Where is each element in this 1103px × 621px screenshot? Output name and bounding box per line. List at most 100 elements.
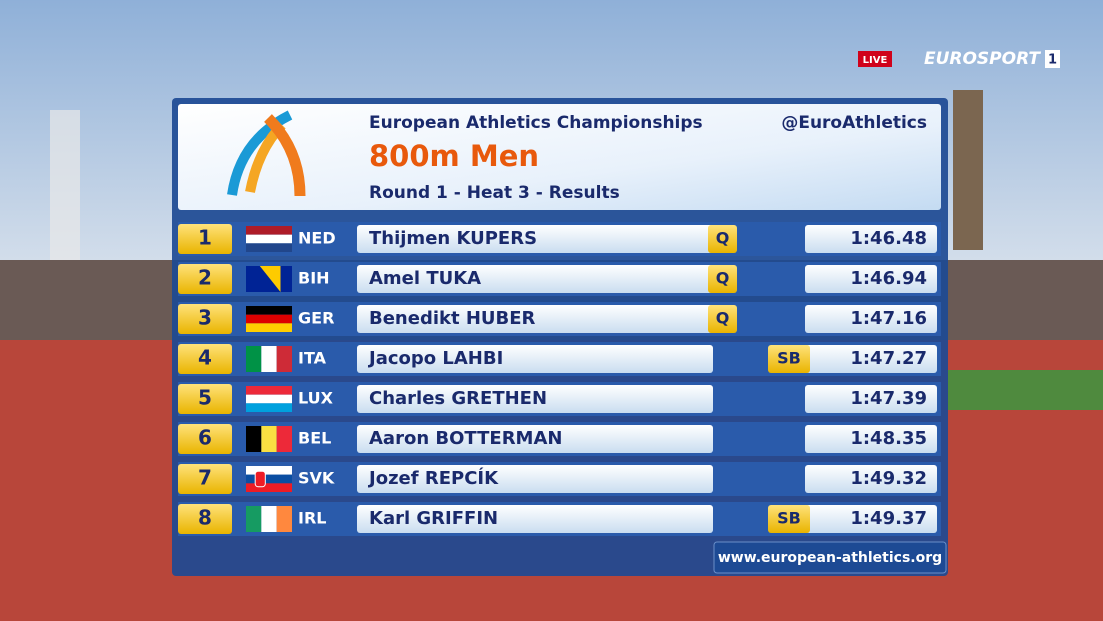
flag bbox=[246, 466, 292, 492]
time-box bbox=[805, 385, 937, 413]
flag-stripe bbox=[276, 426, 292, 452]
time-box bbox=[805, 465, 937, 493]
flag bbox=[246, 506, 292, 532]
athlete-name: Benedikt HUBER bbox=[369, 308, 536, 329]
name-box bbox=[357, 225, 713, 253]
rank: 3 bbox=[198, 306, 212, 330]
flag bbox=[246, 426, 292, 452]
flag-stripe bbox=[261, 506, 277, 532]
time-box bbox=[805, 225, 937, 253]
logo bbox=[227, 110, 306, 197]
flag-stripe bbox=[246, 306, 292, 315]
time-box bbox=[805, 305, 937, 333]
country-code: SVK bbox=[298, 469, 335, 488]
rank: 6 bbox=[198, 426, 212, 450]
rank-box bbox=[178, 464, 232, 494]
rank: 7 bbox=[198, 466, 212, 490]
name-box bbox=[357, 265, 713, 293]
rank: 1 bbox=[198, 226, 212, 250]
flag-stripe bbox=[246, 323, 292, 332]
rank-box bbox=[178, 504, 232, 534]
name-box bbox=[357, 465, 713, 493]
country-code: BIH bbox=[298, 269, 330, 288]
country-code: NED bbox=[298, 229, 336, 248]
athlete-name: Jacopo LAHBI bbox=[367, 348, 503, 369]
channel-number: 1 bbox=[1048, 53, 1057, 68]
rank-box bbox=[178, 304, 232, 334]
flag bbox=[246, 266, 292, 292]
event-name: European Athletics Championships bbox=[369, 113, 703, 133]
flag-stripe bbox=[246, 474, 292, 484]
result-time: 1:47.16 bbox=[850, 308, 927, 329]
infield bbox=[948, 370, 1103, 410]
country-code: GER bbox=[298, 309, 334, 328]
flag-stripe bbox=[261, 346, 277, 372]
flag-stripe bbox=[246, 243, 292, 252]
flag-stripe bbox=[246, 314, 292, 324]
name-box bbox=[357, 345, 713, 373]
flag bbox=[246, 386, 292, 412]
mark-box bbox=[768, 505, 810, 533]
qualification-mark: Q bbox=[716, 269, 730, 288]
country-code: ITA bbox=[298, 349, 327, 368]
social-handle: @EuroAthletics bbox=[781, 113, 927, 133]
mark-box bbox=[708, 225, 737, 253]
flag-stripe bbox=[246, 426, 262, 452]
url-box bbox=[713, 541, 947, 574]
channel-badge bbox=[1045, 50, 1060, 68]
flag-stripe bbox=[276, 346, 292, 372]
country-code: BEL bbox=[298, 429, 331, 448]
flag bbox=[246, 346, 292, 372]
mark-box bbox=[708, 265, 737, 293]
time-box bbox=[805, 265, 937, 293]
flag-stripe bbox=[261, 426, 277, 452]
mark-box bbox=[708, 305, 737, 333]
flag-stripe bbox=[276, 506, 292, 532]
flag-stripe bbox=[246, 234, 292, 244]
header-box bbox=[178, 104, 941, 210]
rank-box bbox=[178, 424, 232, 454]
qualification-mark: SB bbox=[777, 509, 801, 528]
flag-stripe bbox=[246, 226, 292, 235]
footer-url: www.european-athletics.org bbox=[718, 550, 942, 566]
result-time: 1:46.94 bbox=[850, 268, 927, 289]
country-code: LUX bbox=[298, 389, 334, 408]
athlete-name: Jozef REPCÍK bbox=[367, 467, 499, 489]
athlete-name: Karl GRIFFIN bbox=[369, 508, 498, 529]
athlete-name: Aaron BOTTERMAN bbox=[369, 428, 562, 449]
rank-box bbox=[178, 384, 232, 414]
rank-box bbox=[178, 224, 232, 254]
results-panel bbox=[172, 98, 948, 576]
result-time: 1:49.37 bbox=[850, 508, 927, 529]
flag-stripe bbox=[246, 466, 292, 475]
qualification-mark: SB bbox=[777, 349, 801, 368]
flag-triangle bbox=[259, 266, 281, 292]
flag-shield bbox=[254, 470, 266, 488]
flag-stripe bbox=[246, 483, 292, 492]
result-time: 1:46.48 bbox=[850, 228, 927, 249]
live-badge bbox=[858, 51, 892, 67]
result-time: 1:48.35 bbox=[850, 428, 927, 449]
athlete-name: Amel TUKA bbox=[369, 268, 481, 289]
athlete-name: Thijmen KUPERS bbox=[369, 228, 537, 249]
mark-box bbox=[768, 345, 810, 373]
rank-box bbox=[178, 344, 232, 374]
rank: 4 bbox=[198, 346, 212, 370]
time-box bbox=[805, 345, 937, 373]
qualification-mark: Q bbox=[716, 309, 730, 328]
tower bbox=[953, 90, 983, 250]
event-subtitle: Round 1 - Heat 3 - Results bbox=[369, 183, 620, 203]
athlete-name: Charles GRETHEN bbox=[369, 388, 547, 409]
name-box bbox=[357, 425, 713, 453]
light-mast bbox=[50, 110, 80, 260]
results-rows: 1 NED Thijmen KUPERS 1:46.48 Q 2 BIH Amel TUKA 1… bbox=[178, 222, 941, 536]
flag-stripe bbox=[246, 386, 292, 395]
name-box bbox=[357, 305, 713, 333]
result-time: 1:49.32 bbox=[850, 468, 927, 489]
flag bbox=[246, 226, 292, 252]
time-box bbox=[805, 505, 937, 533]
result-time: 1:47.39 bbox=[850, 388, 927, 409]
country-code: IRL bbox=[298, 509, 326, 528]
